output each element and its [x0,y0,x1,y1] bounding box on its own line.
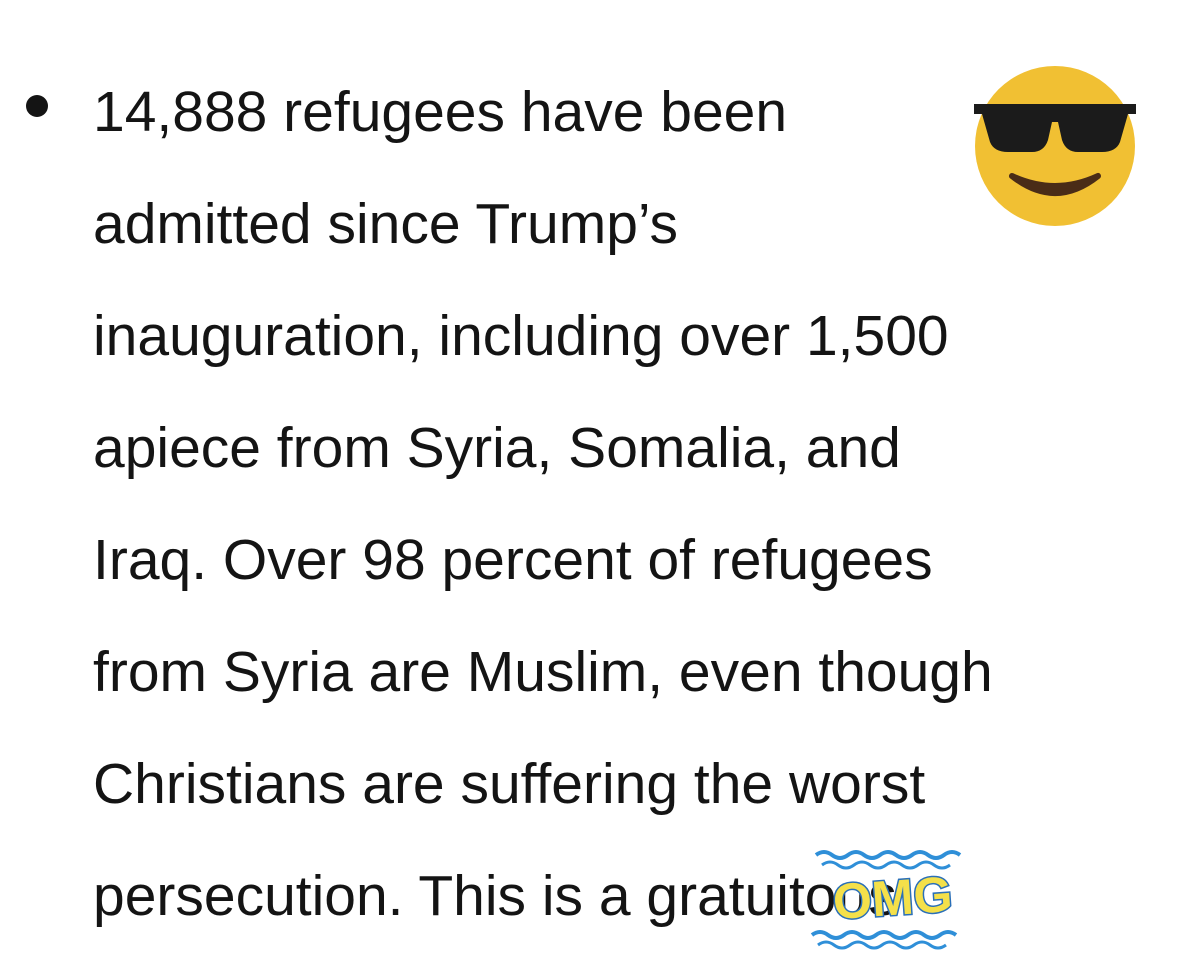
text-line: 14,888 refugees have been [93,80,788,144]
omg-sticker: OMG [810,850,962,950]
text-line: inauguration, including over 1,500 [93,304,949,368]
sticker-text: OMG [831,866,954,930]
text-line: admitted since Trump’s [93,192,679,256]
text-line: Christians are suffering the worst [93,752,926,816]
text-line: from Syria are Muslim, even though [93,640,993,704]
text-line: persecution. This is a gratuitous [93,864,897,928]
text-line: apiece from Syria, Somalia, and [93,416,901,480]
text-line: Iraq. Over 98 percent of refugees [93,528,933,592]
bullet [26,95,48,117]
sunglasses-emoji [974,66,1136,226]
